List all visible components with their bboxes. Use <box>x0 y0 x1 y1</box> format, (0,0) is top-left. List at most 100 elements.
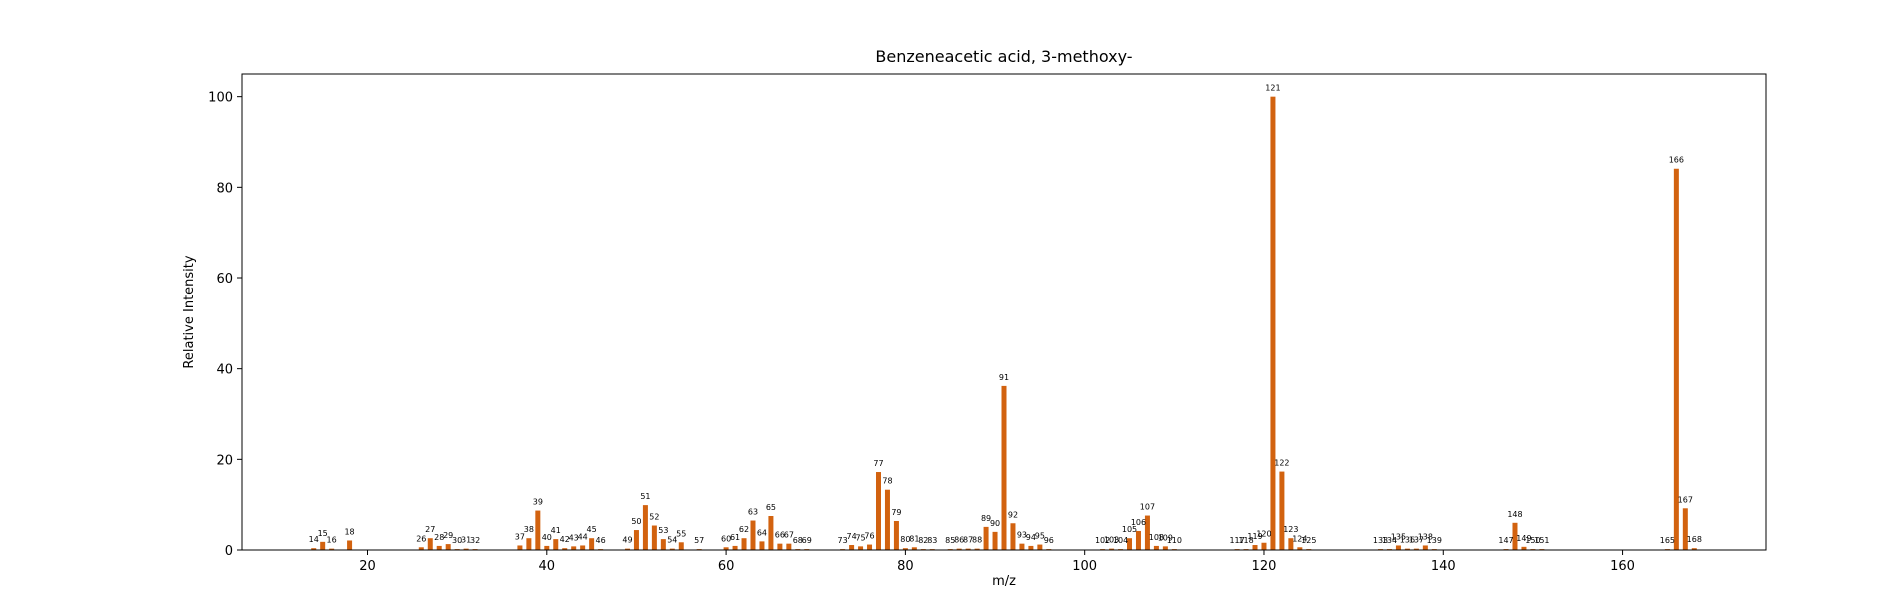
bar-value-label: 110 <box>1167 536 1182 545</box>
bar-value-label: 96 <box>1044 536 1054 545</box>
spectrum-bar <box>320 541 326 550</box>
spectrum-bar <box>669 548 675 550</box>
x-tick-label: 140 <box>1431 559 1456 574</box>
bar-value-label: 74 <box>847 532 857 541</box>
spectrum-bar <box>1144 515 1150 550</box>
spectrum-bar <box>1512 522 1518 550</box>
y-tick-label: 20 <box>216 453 233 468</box>
spectrum-bar <box>1404 548 1410 550</box>
bar-value-label: 80 <box>900 535 910 544</box>
bar-value-label: 62 <box>739 525 749 534</box>
spectrum-bar <box>1028 545 1034 550</box>
spectrum-bar <box>633 530 639 550</box>
x-tick-label: 40 <box>539 559 556 574</box>
spectrum-bar <box>1413 548 1419 550</box>
bar-value-label: 78 <box>882 477 892 486</box>
plot-frame <box>241 73 1767 551</box>
bar-value-label: 31 <box>461 536 471 545</box>
spectrum-bar <box>436 545 442 550</box>
bar-value-label: 40 <box>542 533 552 542</box>
spectrum-bar <box>1010 523 1016 550</box>
y-tick-label: 80 <box>216 181 233 196</box>
x-tick-label: 160 <box>1610 559 1635 574</box>
spectrum-bar <box>786 543 792 550</box>
bar-value-label: 105 <box>1122 525 1137 534</box>
spectrum-bar <box>777 543 783 550</box>
spectrum-bar <box>660 539 666 550</box>
spectrum-bar <box>858 546 864 550</box>
x-tick-label: 60 <box>718 559 735 574</box>
x-tick-label: 80 <box>897 559 914 574</box>
bar-value-label: 67 <box>784 531 794 540</box>
spectrum-bar <box>535 510 541 550</box>
bar-value-label: 166 <box>1669 156 1684 165</box>
spectrum-bar <box>768 516 774 550</box>
y-axis: 0 20 40 60 80 100 <box>208 91 242 559</box>
bar-value-label: 137 <box>1409 536 1424 545</box>
spectrum-bar <box>624 548 630 550</box>
y-tick-label: 60 <box>216 272 233 287</box>
bar-value-label: 15 <box>318 529 328 538</box>
bar-value-label: 29 <box>443 531 453 540</box>
spectrum-bar <box>427 538 433 550</box>
bar-value-label: 60 <box>721 534 731 543</box>
bar-value-label: 14 <box>309 535 319 544</box>
bar-value-label: 41 <box>551 526 561 535</box>
x-axis-label: m/z <box>992 574 1016 589</box>
bar-value-label: 53 <box>658 526 668 535</box>
bar-value-label: 106 <box>1131 518 1146 527</box>
bar-value-label: 57 <box>694 536 704 545</box>
bar-value-label: 149 <box>1516 534 1531 543</box>
spectrum-bar <box>902 548 908 550</box>
bar-value-label: 136 <box>1400 536 1415 545</box>
y-tick-label: 40 <box>216 363 233 378</box>
bar-value-label: 82 <box>918 536 928 545</box>
spectrum-bar <box>956 548 962 550</box>
bar-value-label: 122 <box>1274 459 1289 468</box>
bar-value-label: 88 <box>972 536 982 545</box>
bar-value-label: 38 <box>524 525 534 534</box>
spectrum-bar <box>329 548 335 550</box>
x-axis: 20 40 60 80 100 120 140 160 <box>359 550 1635 574</box>
x-tick-label: 100 <box>1072 559 1097 574</box>
spectrum-bar <box>544 545 550 550</box>
spectrum-bar <box>741 538 747 550</box>
bar-value-label: 68 <box>793 536 803 545</box>
bar-value-label: 55 <box>676 529 686 538</box>
spectrum-bar <box>723 547 729 550</box>
bar-value-label: 93 <box>1017 531 1027 540</box>
bar-value-label: 117 <box>1229 536 1244 545</box>
y-tick-label: 0 <box>225 544 233 559</box>
bar-value-label: 108 <box>1149 533 1164 542</box>
bar-value-label: 95 <box>1035 532 1045 541</box>
spectrum-bar <box>965 548 971 550</box>
bar-value-label: 109 <box>1158 533 1173 542</box>
bar-value-label: 90 <box>990 519 1000 528</box>
spectrum-bar <box>1153 545 1159 550</box>
spectrum-bar <box>642 505 648 550</box>
spectrum-bar <box>1001 385 1007 550</box>
spectrum-bar <box>759 541 765 550</box>
bar-value-label: 16 <box>327 536 337 545</box>
bar-value-label: 118 <box>1238 536 1253 545</box>
bar-value-label: 135 <box>1391 532 1406 541</box>
bar-value-label: 94 <box>1026 533 1036 542</box>
spectrum-bar <box>418 547 424 550</box>
y-axis-label: Relative Intensity <box>182 255 197 368</box>
spectrum-bar <box>1691 548 1697 550</box>
spectrum-bar <box>1288 538 1294 550</box>
spectrum-bar <box>875 472 881 550</box>
spectrum-bar <box>1162 546 1168 550</box>
bar-value-label: 81 <box>909 534 919 543</box>
bar-value-label: 168 <box>1687 535 1702 544</box>
bar-value-label: 107 <box>1140 503 1155 512</box>
bar-value-label: 102 <box>1095 536 1110 545</box>
bar-value-label: 148 <box>1507 510 1522 519</box>
x-tick-label: 120 <box>1252 559 1277 574</box>
bar-value-label: 120 <box>1256 530 1271 539</box>
spectrum-bar <box>992 531 998 550</box>
spectrum-bar <box>1422 545 1428 550</box>
bar-value-label: 76 <box>864 532 874 541</box>
bar-value-label: 139 <box>1427 536 1442 545</box>
bar-value-label: 87 <box>963 536 973 545</box>
